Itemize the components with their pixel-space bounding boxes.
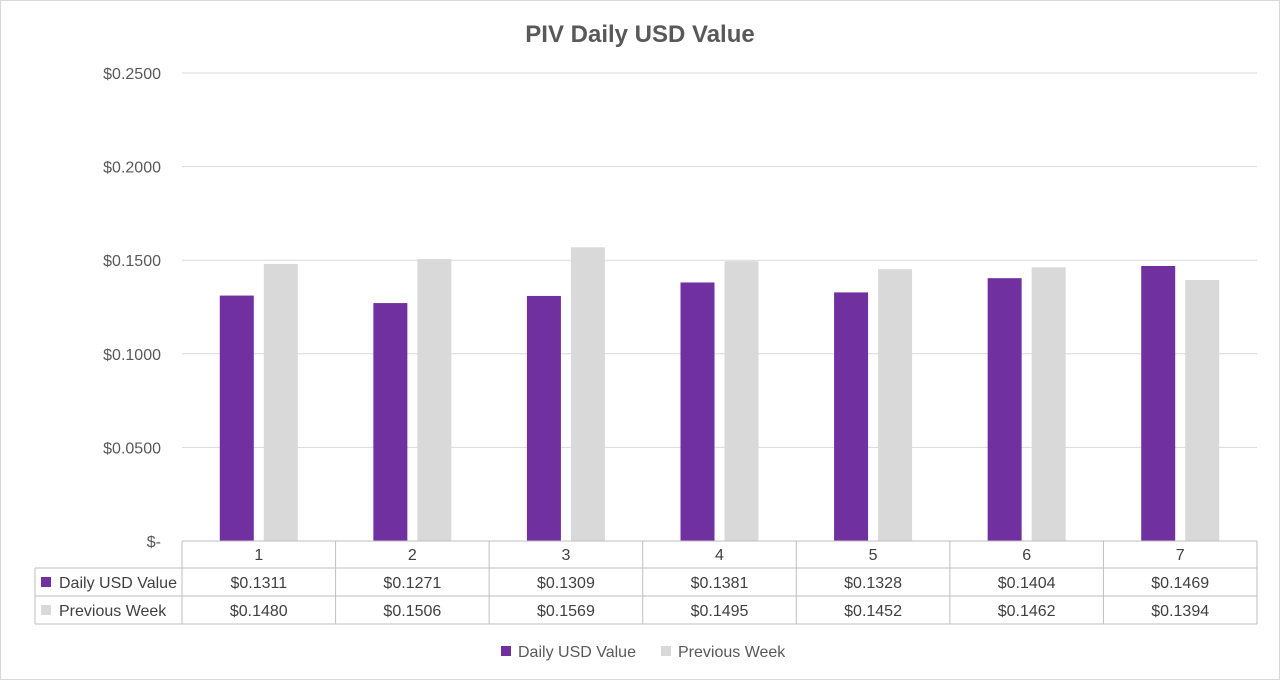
table-cell-value: $0.1309 [537,575,595,592]
x-category-label: 1 [254,547,263,564]
x-category-label: 2 [408,547,417,564]
table-cell-value: $0.1569 [537,603,595,620]
table-cell-value: $0.1495 [691,603,749,620]
bar-daily-usd-value-6 [987,278,1022,541]
bar-previous-week-6 [1031,267,1066,541]
legend-label: Daily USD Value [518,644,636,661]
table-legend-key [41,577,51,587]
y-tick-label: $0.1500 [103,253,161,270]
x-category-label: 4 [715,547,724,564]
bar-previous-week-7 [1185,280,1220,541]
bar-previous-week-1 [263,263,298,541]
x-category-label: 7 [1176,547,1185,564]
bars [219,247,1220,541]
y-tick-label: $0.2000 [103,160,161,177]
chart-title: PIV Daily USD Value [525,21,754,48]
bar-daily-usd-value-7 [1141,266,1176,541]
y-axis-tick-labels: $0.2500 $0.2000 $0.1500 $0.1000 $0.0500 $- [103,66,161,551]
bar-daily-usd-value-5 [834,292,869,541]
legend-key [501,646,511,656]
bar-daily-usd-value-1 [219,295,254,541]
bar-previous-week-4 [724,261,759,541]
y-tick-label: $0.0500 [103,440,161,457]
table-legend-key [41,605,51,615]
x-category-label: 5 [869,547,878,564]
legend-key [661,646,671,656]
legend-label: Previous Week [678,644,786,661]
table-cell-value: $0.1328 [844,575,902,592]
table-cell-value: $0.1381 [691,575,749,592]
x-category-label: 6 [1022,547,1031,564]
y-tick-label: $0.1000 [103,347,161,364]
table-cell-value: $0.1271 [383,575,441,592]
table-cell-value: $0.1452 [844,603,902,620]
table-cell-value: $0.1480 [230,603,288,620]
table-cell-value: $0.1394 [1151,603,1209,620]
data-table: 1 2 3 4 5 6 7 Daily USD Value $0.1311 $0.1271 $0.1… [34,540,1258,625]
bar-previous-week-5 [878,269,913,541]
legend: Daily USD Value Previous Week [501,644,786,661]
y-tick-label: $- [147,534,161,551]
bar-daily-usd-value-2 [373,303,408,541]
table-row-header: Previous Week [59,603,167,620]
bar-daily-usd-value-3 [526,295,561,541]
y-tick-label: $0.2500 [103,66,161,83]
table-cell-value: $0.1404 [998,575,1056,592]
bar-previous-week-2 [417,259,452,541]
x-category-label: 3 [561,547,570,564]
table-cell-value: $0.1311 [230,575,287,592]
table-cell-value: $0.1462 [998,603,1056,620]
table-cell-value: $0.1506 [383,603,441,620]
gridlines [182,72,1257,448]
table-row-header: Daily USD Value [59,575,177,592]
table-cell-value: $0.1469 [1151,575,1209,592]
bar-previous-week-3 [570,247,605,541]
bar-daily-usd-value-4 [680,282,715,541]
